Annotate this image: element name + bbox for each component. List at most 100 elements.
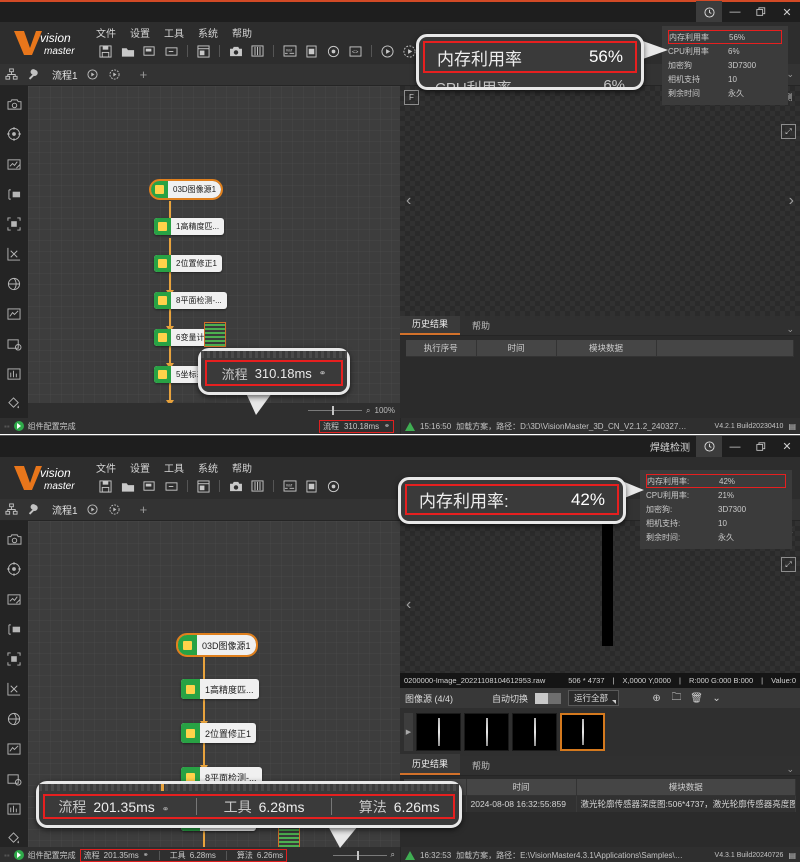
log-menu-icon[interactable]: ▤ [788,421,796,431]
fit-frame-icon[interactable]: F [404,90,419,105]
flow-node[interactable]: 03D图像源1 [148,179,224,200]
camera-icon[interactable] [226,43,245,60]
main-toolbar-bottom[interactable]: var [92,475,800,497]
panel-icon[interactable] [302,478,321,495]
flow-node[interactable]: 03D图像源1 [176,633,258,657]
sidebar-item-measure-icon[interactable] [0,614,28,644]
flow-node[interactable]: 2位置修正1 [154,255,222,272]
auto-switch-toggle[interactable] [535,692,562,704]
camera-icon[interactable] [226,478,245,495]
zoom-search-icon[interactable]: ⌕ [390,850,395,859]
menu-item-tools[interactable]: 工具 [164,28,184,40]
open-folder-icon[interactable] [118,43,137,60]
minimize-button[interactable]: — [729,6,741,18]
zoom-controls-top[interactable]: ⌕ 100% [308,406,400,416]
maximize-button[interactable] [748,436,774,458]
sidebar-item-measure-icon[interactable] [0,179,28,209]
chevron-down-icon[interactable]: ⌄ [786,69,794,79]
thumbnail-item[interactable] [512,713,557,751]
prev-image-arrow[interactable]: ‹ [406,192,412,209]
close-button[interactable]: ✕ [782,6,792,19]
image-viewer-bottom[interactable]: ‹ ⤢ 式 0200000-Image_20221108104612953.ra… [400,521,800,688]
sidebar-item-region-icon[interactable] [0,644,28,674]
plus-circle-icon[interactable]: ⊕ [652,692,661,704]
run-all-button[interactable]: 运行全部 [568,690,620,706]
save-as-icon[interactable] [140,43,159,60]
clock-icon[interactable] [696,1,722,23]
table-row[interactable]: 1 2024-08-08 16:32:55:859 激光轮廓传感器深度图:506… [404,795,796,812]
tab-run-icon[interactable] [82,64,104,86]
link-icon[interactable]: ⚭ [384,423,390,430]
menu-item-tools[interactable]: 工具 [164,463,184,475]
thumbnail-item[interactable] [464,713,509,751]
thumbnail-item[interactable] [416,713,461,751]
sidebar-item-image-edit-icon[interactable] [0,149,28,179]
close-button[interactable]: ✕ [782,441,792,453]
expand-icon[interactable]: ⤢ [781,557,796,572]
zoom-controls-bottom[interactable]: ⌕ [332,850,400,860]
tab-run-once-icon[interactable] [104,64,126,86]
sidebar-item-histogram-icon[interactable] [0,794,28,824]
minimize-button[interactable]: — [729,440,741,453]
chevron-down-icon[interactable]: ⌄ [786,764,794,774]
open-folder-icon[interactable] [118,478,137,495]
save-icon[interactable] [96,478,115,495]
thumbnail-next-arrow[interactable]: ▶ [404,713,413,751]
run-icon[interactable] [378,43,397,60]
sidebar-item-paint-bucket-icon[interactable] [0,824,28,854]
zoom-slider[interactable] [308,406,363,415]
sidebar-item-matrix-icon[interactable] [0,239,28,269]
sidebar-item-chart-icon[interactable] [0,299,28,329]
menu-item-system[interactable]: 系统 [198,463,218,475]
code-icon[interactable]: <> [346,43,365,60]
sidebar-item-image-edit-icon[interactable] [0,584,28,614]
window-icon[interactable] [194,478,213,495]
menu-item-file[interactable]: 文件 [96,28,116,40]
export-icon[interactable] [162,478,181,495]
sidebar-item-matrix-icon[interactable] [0,674,28,704]
link-icon[interactable]: ⚭ [142,852,149,859]
sidebar-item-paint-bucket-icon[interactable] [0,389,28,419]
flow-tab-name[interactable]: 流程1 [52,506,78,517]
expand-icon[interactable]: ⤢ [781,124,796,139]
prev-image-arrow[interactable]: ‹ [406,595,412,613]
menu-item-settings[interactable]: 设置 [130,28,150,40]
export-icon[interactable] [162,43,181,60]
main-menu-bottom[interactable]: 文件 设置 工具 系统 帮助 [92,459,800,475]
flow-tab-name[interactable]: 流程1 [52,71,78,82]
run-once-icon[interactable] [400,43,419,60]
log-menu-icon[interactable]: ▤ [788,850,796,860]
window-icon[interactable] [194,43,213,60]
menu-item-help[interactable]: 帮助 [232,28,252,40]
grid-icon[interactable] [248,478,267,495]
flow-tree-icon[interactable] [0,64,22,86]
main-toolbar-top[interactable]: var <> [92,40,800,62]
zoom-search-icon[interactable]: ⌕ [366,405,371,415]
panel-icon[interactable] [302,43,321,60]
next-image-arrow[interactable]: › [788,192,794,209]
flow-node[interactable]: 8平面检测-... [154,292,227,309]
sidebar-item-region-icon[interactable] [0,209,28,239]
sidebar-item-camera-icon[interactable] [0,89,28,119]
flow-node[interactable]: 1高精度匹... [181,679,259,699]
thumbnail-item-selected[interactable] [560,713,605,751]
variable-icon[interactable]: var [280,43,299,60]
chevron-down-icon[interactable]: ⌄ [712,692,721,704]
tab-history-results[interactable]: 历史结果 [400,754,461,775]
sidebar-item-chart-icon[interactable] [0,734,28,764]
tab-run-icon[interactable] [82,499,104,521]
variable-icon[interactable]: var [280,478,299,495]
tab-help[interactable]: 帮助 [472,321,491,331]
save-icon[interactable] [96,43,115,60]
save-as-icon[interactable] [140,478,159,495]
menu-item-system[interactable]: 系统 [198,28,218,40]
flow-node[interactable]: 1高精度匹... [154,218,225,235]
sidebar-item-camera-icon[interactable] [0,524,28,554]
main-menu-top[interactable]: 文件 设置 工具 系统 帮助 [92,24,800,40]
zoom-slider[interactable] [332,850,387,860]
refresh-icon[interactable] [324,478,343,495]
add-flow-tab-button[interactable]: + [139,502,148,517]
tab-history-results[interactable]: 历史结果 [400,314,461,335]
wrench-icon[interactable] [22,64,44,86]
maximize-button[interactable] [748,1,774,23]
